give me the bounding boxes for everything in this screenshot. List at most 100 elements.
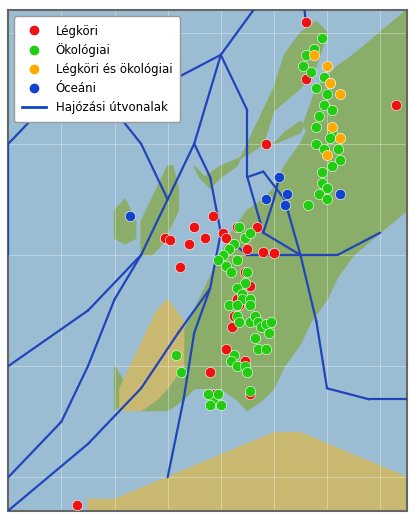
- Point: [329, 106, 336, 115]
- Point: [263, 320, 269, 328]
- Point: [127, 212, 134, 220]
- Point: [244, 245, 251, 254]
- Point: [223, 345, 229, 354]
- Polygon shape: [115, 200, 136, 244]
- Point: [276, 173, 283, 181]
- Point: [217, 401, 224, 409]
- Point: [257, 323, 264, 331]
- Point: [242, 356, 248, 365]
- Point: [337, 156, 344, 165]
- Polygon shape: [115, 10, 407, 411]
- Legend: Légköri, Ökológiai, Légköri és ökológiai, Óceáni, Hajózási útvonalak: Légköri, Ökológiai, Légköri és ökológiai…: [14, 16, 181, 122]
- Point: [228, 356, 235, 365]
- Point: [284, 190, 290, 198]
- Point: [329, 129, 336, 137]
- Point: [255, 317, 261, 326]
- Point: [329, 162, 336, 170]
- Point: [233, 223, 240, 231]
- Point: [233, 301, 240, 309]
- Point: [313, 140, 320, 148]
- Point: [337, 190, 344, 198]
- Point: [172, 351, 179, 359]
- Point: [231, 240, 237, 248]
- Point: [326, 79, 333, 87]
- Point: [324, 184, 330, 192]
- Point: [207, 401, 213, 409]
- Point: [223, 234, 229, 242]
- Point: [233, 362, 240, 370]
- Point: [233, 256, 240, 265]
- Point: [176, 263, 183, 271]
- Point: [300, 62, 306, 70]
- Point: [247, 295, 253, 304]
- Point: [225, 245, 232, 254]
- Point: [236, 317, 243, 326]
- Point: [252, 312, 259, 320]
- Point: [247, 301, 253, 309]
- Point: [313, 84, 320, 92]
- Point: [242, 279, 248, 287]
- Point: [231, 351, 237, 359]
- Point: [337, 134, 344, 142]
- Point: [326, 79, 333, 87]
- Point: [263, 345, 269, 354]
- Point: [263, 140, 269, 148]
- Point: [252, 334, 259, 342]
- Point: [231, 312, 237, 320]
- Point: [225, 301, 232, 309]
- Point: [247, 229, 253, 237]
- Point: [268, 317, 275, 326]
- Point: [303, 17, 309, 26]
- Polygon shape: [194, 21, 327, 188]
- Point: [202, 234, 208, 242]
- Point: [215, 256, 222, 265]
- Polygon shape: [141, 166, 178, 255]
- Point: [242, 267, 248, 276]
- Point: [308, 67, 315, 76]
- Point: [228, 267, 235, 276]
- Point: [313, 123, 320, 131]
- Point: [244, 267, 251, 276]
- Point: [167, 237, 173, 245]
- Point: [393, 101, 399, 109]
- Point: [271, 249, 277, 257]
- Point: [324, 90, 330, 98]
- Point: [204, 390, 211, 398]
- Point: [260, 247, 266, 256]
- Point: [210, 395, 216, 404]
- Point: [324, 151, 330, 159]
- Point: [321, 101, 328, 109]
- Point: [247, 387, 253, 395]
- Point: [236, 301, 243, 309]
- Point: [247, 390, 253, 398]
- Polygon shape: [88, 433, 407, 511]
- Point: [74, 501, 81, 509]
- Point: [186, 240, 192, 248]
- Polygon shape: [35, 71, 99, 105]
- Point: [310, 51, 317, 59]
- Point: [318, 34, 325, 42]
- Point: [229, 323, 236, 331]
- Point: [324, 195, 330, 204]
- Point: [254, 223, 261, 231]
- Point: [303, 51, 309, 59]
- Point: [233, 284, 240, 292]
- Point: [247, 282, 253, 290]
- Point: [265, 329, 272, 337]
- Point: [247, 317, 253, 326]
- Point: [220, 251, 227, 259]
- Point: [316, 190, 322, 198]
- Point: [233, 295, 240, 304]
- Point: [242, 362, 248, 370]
- Point: [281, 201, 288, 209]
- Point: [244, 367, 251, 376]
- Point: [236, 223, 243, 231]
- Point: [310, 45, 317, 54]
- Polygon shape: [274, 10, 407, 177]
- Polygon shape: [120, 300, 183, 411]
- Point: [239, 290, 245, 298]
- Point: [239, 295, 245, 304]
- Point: [305, 201, 312, 209]
- Point: [178, 367, 184, 376]
- Point: [207, 367, 213, 376]
